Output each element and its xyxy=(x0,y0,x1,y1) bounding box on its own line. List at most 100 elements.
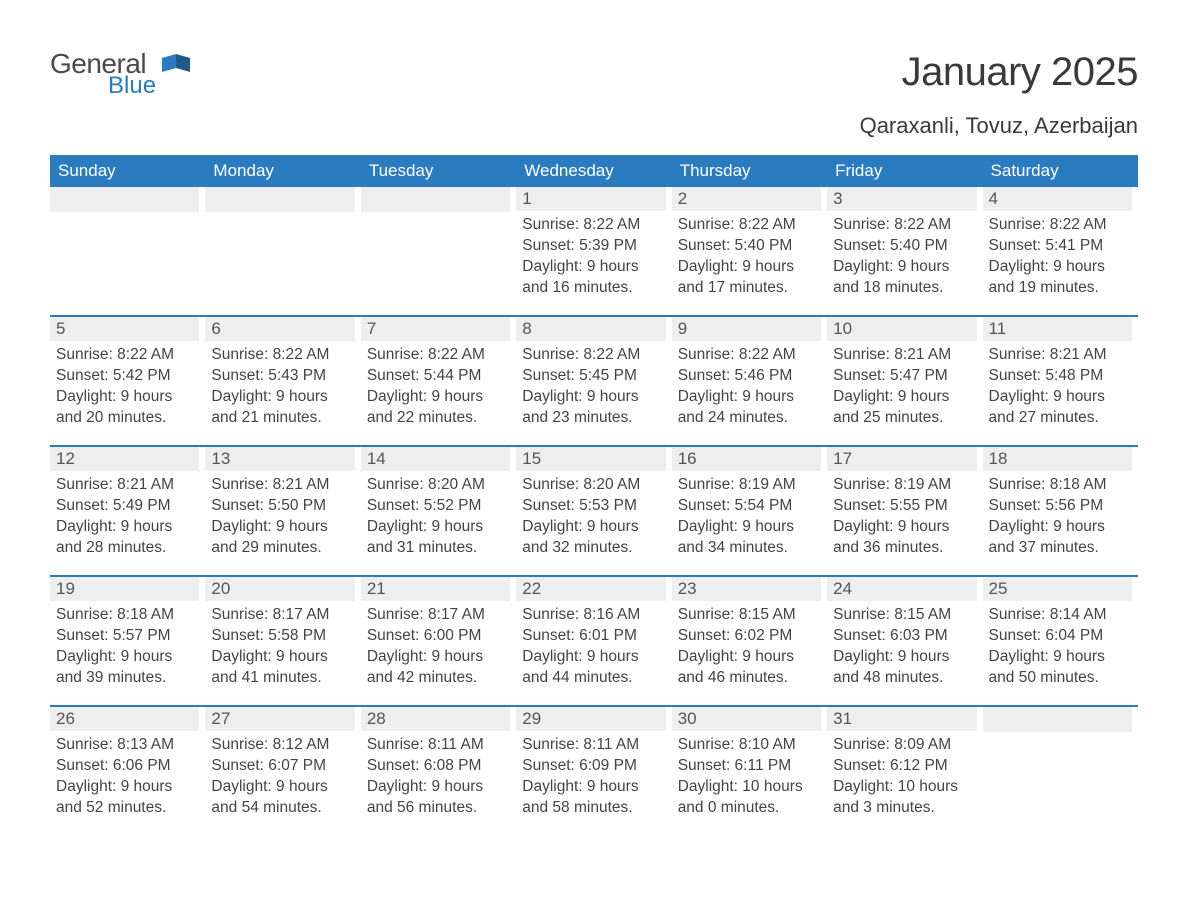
weekday-header-row: SundayMondayTuesdayWednesdayThursdayFrid… xyxy=(50,155,1138,187)
day-body: Sunrise: 8:12 AMSunset: 6:07 PMDaylight:… xyxy=(205,735,354,819)
day-body: Sunrise: 8:21 AMSunset: 5:48 PMDaylight:… xyxy=(983,345,1132,429)
week-row: 5 Sunrise: 8:22 AMSunset: 5:42 PMDaylight… xyxy=(50,315,1138,445)
day-cell: 1Sunrise: 8:22 AMSunset: 5:39 PMDaylight… xyxy=(516,187,671,315)
week-row: 1Sunrise: 8:22 AMSunset: 5:39 PMDaylight… xyxy=(50,187,1138,315)
day-cell: 27 Sunrise: 8:12 AMSunset: 6:07 PMDayligh… xyxy=(205,707,360,835)
day-number: 15 xyxy=(516,447,665,471)
day-body: Sunrise: 8:14 AMSunset: 6:04 PMDaylight:… xyxy=(983,605,1132,689)
day-body: Sunrise: 8:16 AMSunset: 6:01 PMDaylight:… xyxy=(516,605,665,689)
week-row: 19Sunrise: 8:18 AMSunset: 5:57 PMDayligh… xyxy=(50,575,1138,705)
day-cell: 17 Sunrise: 8:19 AMSunset: 5:55 PMDayligh… xyxy=(827,447,982,575)
day-number xyxy=(983,707,1132,732)
day-body: Sunrise: 8:22 AMSunset: 5:45 PMDaylight:… xyxy=(516,345,665,429)
day-cell: 12 Sunrise: 8:21 AMSunset: 5:49 PMDayligh… xyxy=(50,447,205,575)
day-cell: 19Sunrise: 8:18 AMSunset: 5:57 PMDayligh… xyxy=(50,577,205,705)
day-cell: 15 Sunrise: 8:20 AMSunset: 5:53 PMDayligh… xyxy=(516,447,671,575)
day-body: Sunrise: 8:19 AMSunset: 5:55 PMDaylight:… xyxy=(827,475,976,559)
day-body: Sunrise: 8:20 AMSunset: 5:52 PMDaylight:… xyxy=(361,475,510,559)
day-cell: 5 Sunrise: 8:22 AMSunset: 5:42 PMDaylight… xyxy=(50,317,205,445)
weekday-header: Monday xyxy=(205,155,360,187)
day-cell: 9Sunrise: 8:22 AMSunset: 5:46 PMDaylight… xyxy=(672,317,827,445)
day-body: Sunrise: 8:15 AMSunset: 6:03 PMDaylight:… xyxy=(827,605,976,689)
day-cell xyxy=(205,187,360,315)
day-number: 1 xyxy=(516,187,665,211)
day-cell: 14Sunrise: 8:20 AMSunset: 5:52 PMDayligh… xyxy=(361,447,516,575)
day-cell: 6Sunrise: 8:22 AMSunset: 5:43 PMDaylight… xyxy=(205,317,360,445)
day-cell: 13Sunrise: 8:21 AMSunset: 5:50 PMDayligh… xyxy=(205,447,360,575)
day-cell: 20 Sunrise: 8:17 AMSunset: 5:58 PMDayligh… xyxy=(205,577,360,705)
day-body: Sunrise: 8:22 AMSunset: 5:46 PMDaylight:… xyxy=(672,345,821,429)
day-number: 8 xyxy=(516,317,665,341)
day-number: 22 xyxy=(516,577,665,601)
day-number xyxy=(361,187,510,212)
logo-text: General Blue xyxy=(50,50,156,98)
day-cell: 4Sunrise: 8:22 AMSunset: 5:41 PMDaylight… xyxy=(983,187,1138,315)
day-number: 26 xyxy=(50,707,199,731)
day-number: 29 xyxy=(516,707,665,731)
location-text: Qaraxanli, Tovuz, Azerbaijan xyxy=(860,113,1138,139)
day-cell: 3 Sunrise: 8:22 AMSunset: 5:40 PMDaylight… xyxy=(827,187,982,315)
day-body: Sunrise: 8:18 AMSunset: 5:56 PMDaylight:… xyxy=(983,475,1132,559)
day-body: Sunrise: 8:22 AMSunset: 5:42 PMDaylight:… xyxy=(50,345,199,429)
day-number: 3 xyxy=(827,187,976,211)
day-number xyxy=(205,187,354,212)
day-cell xyxy=(983,707,1138,835)
day-number: 18 xyxy=(983,447,1132,471)
day-cell: 2Sunrise: 8:22 AMSunset: 5:40 PMDaylight… xyxy=(672,187,827,315)
logo-blue-text: Blue xyxy=(108,74,156,98)
day-cell xyxy=(50,187,205,315)
weeks-container: 1Sunrise: 8:22 AMSunset: 5:39 PMDaylight… xyxy=(50,187,1138,835)
day-cell: 22 Sunrise: 8:16 AMSunset: 6:01 PMDayligh… xyxy=(516,577,671,705)
day-number: 20 xyxy=(205,577,354,601)
day-number: 31 xyxy=(827,707,976,731)
day-cell: 31 Sunrise: 8:09 AMSunset: 6:12 PMDayligh… xyxy=(827,707,982,835)
day-body: Sunrise: 8:09 AMSunset: 6:12 PMDaylight:… xyxy=(827,735,976,819)
day-body: Sunrise: 8:22 AMSunset: 5:40 PMDaylight:… xyxy=(827,215,976,299)
day-number: 4 xyxy=(983,187,1132,211)
day-number: 24 xyxy=(827,577,976,601)
day-number: 30 xyxy=(672,707,821,731)
day-number: 27 xyxy=(205,707,354,731)
day-body: Sunrise: 8:11 AMSunset: 6:08 PMDaylight:… xyxy=(361,735,510,819)
day-body: Sunrise: 8:17 AMSunset: 6:00 PMDaylight:… xyxy=(361,605,510,689)
calendar: SundayMondayTuesdayWednesdayThursdayFrid… xyxy=(50,155,1138,835)
day-cell: 28Sunrise: 8:11 AMSunset: 6:08 PMDayligh… xyxy=(361,707,516,835)
day-body: Sunrise: 8:11 AMSunset: 6:09 PMDaylight:… xyxy=(516,735,665,819)
header: General Blue January 2025 Qaraxanli, Tov… xyxy=(50,50,1138,149)
day-cell: 7Sunrise: 8:22 AMSunset: 5:44 PMDaylight… xyxy=(361,317,516,445)
day-number: 12 xyxy=(50,447,199,471)
day-number: 5 xyxy=(50,317,199,341)
day-number: 10 xyxy=(827,317,976,341)
day-body: Sunrise: 8:13 AMSunset: 6:06 PMDaylight:… xyxy=(50,735,199,819)
day-body: Sunrise: 8:20 AMSunset: 5:53 PMDaylight:… xyxy=(516,475,665,559)
day-cell: 16Sunrise: 8:19 AMSunset: 5:54 PMDayligh… xyxy=(672,447,827,575)
day-body: Sunrise: 8:17 AMSunset: 5:58 PMDaylight:… xyxy=(205,605,354,689)
day-cell: 24 Sunrise: 8:15 AMSunset: 6:03 PMDayligh… xyxy=(827,577,982,705)
day-cell: 23Sunrise: 8:15 AMSunset: 6:02 PMDayligh… xyxy=(672,577,827,705)
day-body: Sunrise: 8:10 AMSunset: 6:11 PMDaylight:… xyxy=(672,735,821,819)
day-number: 13 xyxy=(205,447,354,471)
day-body: Sunrise: 8:15 AMSunset: 6:02 PMDaylight:… xyxy=(672,605,821,689)
day-body: Sunrise: 8:21 AMSunset: 5:49 PMDaylight:… xyxy=(50,475,199,559)
week-row: 26 Sunrise: 8:13 AMSunset: 6:06 PMDayligh… xyxy=(50,705,1138,835)
day-number: 17 xyxy=(827,447,976,471)
weekday-header: Wednesday xyxy=(516,155,671,187)
weekday-header: Thursday xyxy=(672,155,827,187)
day-number: 6 xyxy=(205,317,354,341)
day-cell: 11Sunrise: 8:21 AMSunset: 5:48 PMDayligh… xyxy=(983,317,1138,445)
day-cell: 10 Sunrise: 8:21 AMSunset: 5:47 PMDayligh… xyxy=(827,317,982,445)
day-number xyxy=(50,187,199,212)
day-body: Sunrise: 8:21 AMSunset: 5:47 PMDaylight:… xyxy=(827,345,976,429)
weekday-header: Friday xyxy=(827,155,982,187)
weekday-header: Saturday xyxy=(983,155,1138,187)
day-cell: 29 Sunrise: 8:11 AMSunset: 6:09 PMDayligh… xyxy=(516,707,671,835)
weekday-header: Sunday xyxy=(50,155,205,187)
weekday-header: Tuesday xyxy=(361,155,516,187)
day-body: Sunrise: 8:18 AMSunset: 5:57 PMDaylight:… xyxy=(50,605,199,689)
day-cell: 25 Sunrise: 8:14 AMSunset: 6:04 PMDayligh… xyxy=(983,577,1138,705)
flag-icon xyxy=(162,54,190,74)
day-cell: 21Sunrise: 8:17 AMSunset: 6:00 PMDayligh… xyxy=(361,577,516,705)
week-row: 12 Sunrise: 8:21 AMSunset: 5:49 PMDayligh… xyxy=(50,445,1138,575)
day-cell xyxy=(361,187,516,315)
day-number: 25 xyxy=(983,577,1132,601)
